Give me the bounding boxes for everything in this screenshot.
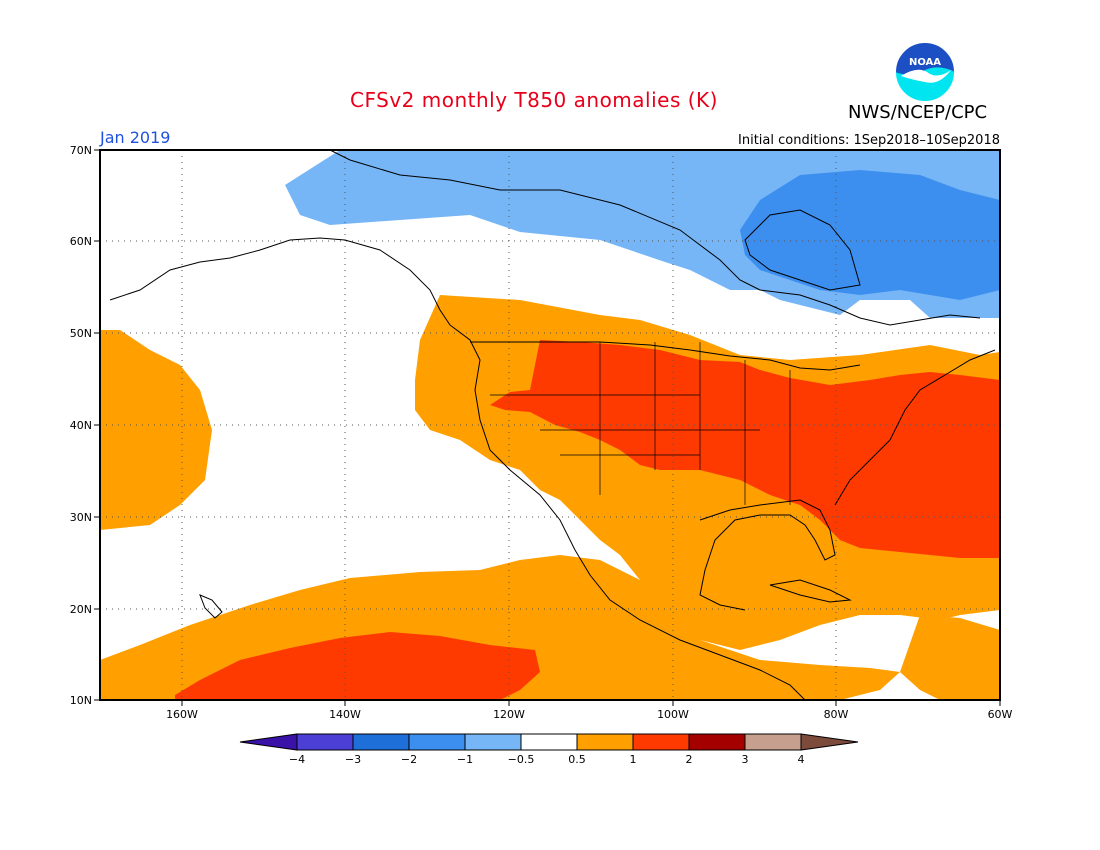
- colorbar-label: 1: [630, 753, 637, 766]
- colorbar-swatch: [520, 733, 578, 751]
- coastline-arctic: [329, 150, 981, 326]
- coastline-gulf: [699, 499, 836, 611]
- colorbar-label: −1: [457, 753, 473, 766]
- logo-text: NOAA: [909, 57, 941, 68]
- lon-label: 60W: [988, 708, 1013, 721]
- colorbar-label: 0.5: [568, 753, 586, 766]
- lat-label: 60N: [70, 235, 92, 248]
- cuba: [769, 579, 852, 603]
- strong-warm-anomaly-pacific: [175, 632, 540, 700]
- lat-label: 70N: [70, 144, 92, 157]
- hawaii: [199, 594, 223, 619]
- lat-label: 10N: [70, 694, 92, 707]
- us-canada-border: [470, 341, 861, 371]
- colorbar-label: −3: [345, 753, 361, 766]
- lon-label: 80W: [824, 708, 849, 721]
- lon-label: 100W: [657, 708, 689, 721]
- colorbar-swatch: [408, 733, 466, 751]
- warm-anomaly-west-pacific: [100, 330, 212, 530]
- lat-label: 30N: [70, 511, 92, 524]
- lon-label: 140W: [329, 708, 361, 721]
- warm-anomaly-caribbean: [900, 615, 1000, 700]
- forecast-month: Jan 2019: [100, 128, 171, 147]
- map-title: CFSv2 monthly T850 anomalies (K): [350, 88, 718, 112]
- colorbar-swatch: [800, 733, 859, 751]
- coastline-alaska: [109, 237, 451, 326]
- strong-cool-anomaly-region: [740, 170, 1000, 300]
- lat-label: 50N: [70, 327, 92, 340]
- colorbar-swatch: [688, 733, 746, 751]
- colorbar-swatch: [464, 733, 522, 751]
- colorbar: [239, 733, 859, 751]
- hudson-bay: [744, 209, 861, 291]
- colorbar-swatch: [576, 733, 634, 751]
- initial-conditions: Initial conditions: 1Sep2018–10Sep2018: [738, 133, 1000, 148]
- lon-label: 120W: [493, 708, 525, 721]
- colorbar-label: 3: [742, 753, 749, 766]
- lat-label: 40N: [70, 419, 92, 432]
- colorbar-label: 4: [798, 753, 805, 766]
- colorbar-label: 2: [686, 753, 693, 766]
- colorbar-swatch: [744, 733, 802, 751]
- coastline-west: [449, 324, 806, 700]
- colorbar-swatch: [239, 733, 298, 751]
- colorbar-label: −4: [289, 753, 305, 766]
- colorbar-swatch: [632, 733, 690, 751]
- colorbar-swatch: [352, 733, 410, 751]
- lat-label: 20N: [70, 603, 92, 616]
- coastline-east: [834, 349, 996, 506]
- colorbar-swatch: [296, 733, 354, 751]
- agency-label: NWS/NCEP/CPC: [848, 102, 988, 123]
- colorbar-label: −2: [401, 753, 417, 766]
- noaa-logo-icon: NOAA: [894, 41, 956, 103]
- colorbar-label: −0.5: [508, 753, 535, 766]
- lon-label: 160W: [166, 708, 198, 721]
